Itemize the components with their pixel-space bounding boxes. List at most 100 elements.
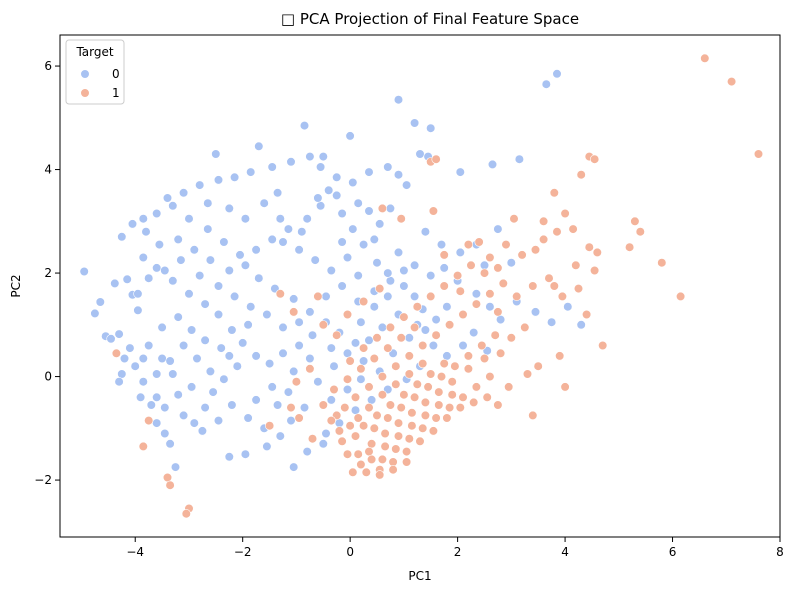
- data-point-target-1: [144, 416, 154, 426]
- data-point-target-1: [383, 413, 393, 423]
- data-point-target-0: [200, 403, 210, 413]
- data-point-target-1: [428, 206, 439, 216]
- data-point-target-1: [445, 320, 455, 330]
- data-point-target-0: [393, 95, 404, 105]
- data-point-target-0: [342, 384, 353, 395]
- data-point-target-0: [353, 271, 363, 281]
- data-point-target-1: [369, 353, 379, 364]
- data-point-target-1: [318, 400, 328, 410]
- data-point-target-1: [485, 289, 495, 299]
- data-point-target-1: [598, 340, 608, 351]
- data-point-target-1: [356, 364, 366, 374]
- data-point-target-1: [463, 351, 474, 361]
- data-point-target-0: [546, 317, 557, 327]
- data-point-target-0: [230, 291, 240, 302]
- data-point-target-1: [367, 439, 377, 449]
- data-point-target-1: [289, 307, 299, 317]
- data-point-target-0: [195, 271, 205, 281]
- data-point-target-0: [326, 343, 336, 353]
- data-point-target-0: [364, 206, 374, 216]
- data-point-target-0: [506, 258, 516, 268]
- data-point-target-1: [555, 351, 565, 361]
- data-point-target-0: [426, 123, 436, 133]
- data-point-target-0: [485, 302, 495, 312]
- data-point-target-0: [259, 198, 269, 208]
- data-point-target-1: [490, 330, 500, 340]
- data-point-target-0: [316, 162, 326, 172]
- data-point-target-0: [348, 224, 358, 234]
- data-point-target-0: [313, 193, 323, 203]
- data-point-target-1: [350, 431, 361, 441]
- data-point-target-0: [307, 330, 318, 340]
- data-point-target-1: [493, 400, 503, 410]
- data-point-target-1: [557, 291, 568, 302]
- data-point-target-0: [267, 162, 277, 172]
- data-point-target-0: [329, 361, 339, 371]
- data-point-target-0: [420, 325, 431, 335]
- data-point-target-0: [541, 79, 551, 89]
- data-point-target-0: [493, 224, 503, 234]
- data-point-target-0: [90, 308, 100, 319]
- data-point-target-0: [294, 317, 304, 327]
- data-point-target-1: [364, 403, 374, 413]
- data-point-target-0: [283, 224, 294, 234]
- data-point-target-0: [350, 405, 361, 415]
- data-point-target-1: [447, 377, 457, 387]
- data-point-target-0: [275, 214, 285, 224]
- data-point-target-0: [213, 309, 224, 320]
- data-point-target-0: [251, 395, 261, 405]
- data-point-target-0: [138, 377, 148, 387]
- data-point-target-0: [216, 343, 226, 353]
- data-point-target-0: [326, 395, 336, 405]
- data-point-target-1: [493, 307, 503, 317]
- data-point-target-1: [329, 384, 339, 395]
- data-point-target-0: [383, 268, 393, 278]
- data-point-target-0: [165, 356, 175, 366]
- data-point-target-0: [439, 263, 449, 273]
- data-point-target-0: [246, 167, 256, 177]
- data-point-target-1: [533, 361, 543, 371]
- data-point-target-1: [506, 333, 516, 343]
- data-point-target-1: [313, 291, 323, 302]
- data-point-target-0: [286, 157, 296, 167]
- y-tick-label: 6: [44, 59, 52, 73]
- data-point-target-0: [243, 320, 253, 330]
- data-point-target-0: [189, 418, 199, 428]
- data-point-target-0: [530, 307, 541, 317]
- data-point-target-1: [445, 403, 455, 413]
- data-point-target-1: [396, 333, 406, 343]
- data-point-target-0: [321, 291, 331, 302]
- data-point-target-1: [377, 203, 388, 213]
- data-point-target-1: [361, 467, 371, 477]
- data-point-target-0: [385, 203, 396, 213]
- data-point-target-1: [549, 281, 559, 291]
- data-point-target-1: [407, 421, 417, 431]
- x-tick-label: 2: [454, 545, 462, 559]
- data-point-target-0: [130, 361, 140, 371]
- data-point-target-0: [337, 281, 347, 291]
- data-point-target-1: [426, 369, 436, 379]
- data-point-target-0: [552, 69, 562, 79]
- data-point-target-0: [348, 177, 358, 188]
- data-point-target-0: [251, 351, 261, 361]
- data-point-target-1: [404, 369, 414, 379]
- data-point-target-0: [294, 245, 304, 255]
- data-point-target-1: [439, 281, 449, 291]
- data-point-target-1: [391, 379, 401, 389]
- data-point-target-1: [420, 410, 431, 421]
- data-point-target-0: [302, 447, 312, 457]
- data-point-target-1: [471, 382, 482, 392]
- data-point-target-0: [359, 356, 369, 366]
- data-point-target-0: [294, 340, 304, 351]
- data-point-target-0: [299, 403, 310, 413]
- data-point-target-1: [372, 333, 382, 343]
- data-point-target-1: [466, 260, 476, 270]
- data-point-target-0: [200, 335, 210, 345]
- data-point-target-0: [122, 274, 132, 284]
- data-point-target-0: [316, 201, 326, 211]
- data-point-target-1: [442, 413, 452, 423]
- data-point-target-0: [219, 374, 229, 384]
- data-point-target-1: [265, 421, 275, 431]
- data-point-target-1: [455, 286, 465, 296]
- data-point-target-0: [168, 369, 178, 379]
